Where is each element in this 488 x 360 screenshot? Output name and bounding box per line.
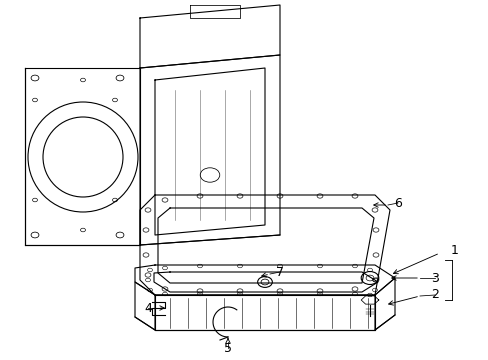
Text: 7: 7 [275, 266, 284, 279]
Text: 5: 5 [224, 342, 231, 355]
Text: 2: 2 [430, 288, 438, 302]
Text: 6: 6 [393, 197, 401, 210]
Text: 3: 3 [430, 271, 438, 284]
Text: 4: 4 [144, 301, 152, 315]
Text: 1: 1 [450, 243, 458, 256]
